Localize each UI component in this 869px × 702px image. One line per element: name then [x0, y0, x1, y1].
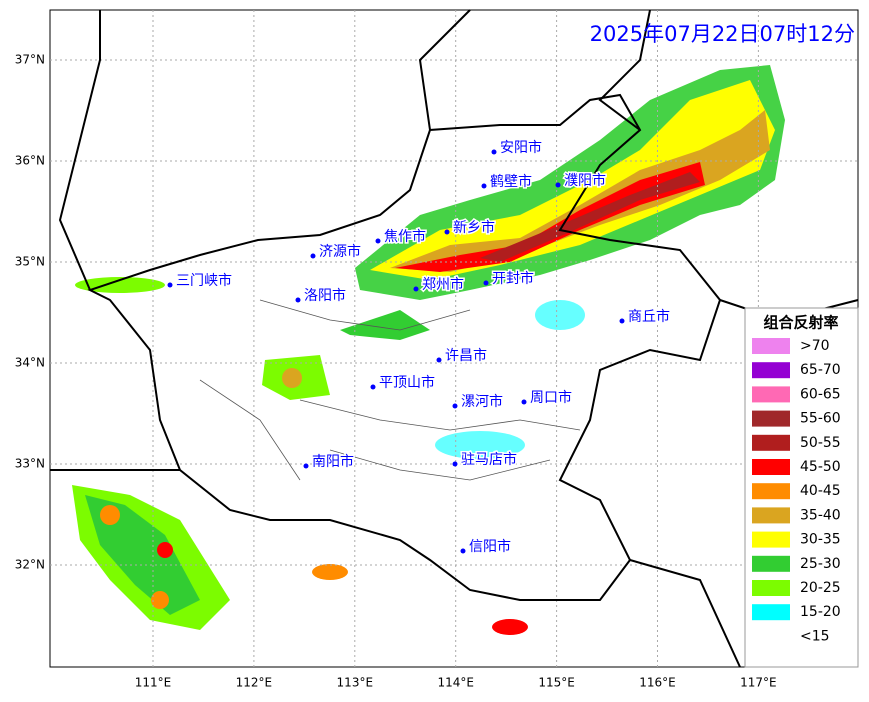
legend-label: 30-35	[800, 532, 841, 548]
lat-tick-label: 34°N	[15, 356, 45, 370]
legend-swatch	[752, 604, 790, 621]
city-name: 安阳市	[500, 139, 542, 156]
lon-tick-label: 114°E	[437, 676, 474, 690]
city-dot	[460, 548, 466, 554]
city-name: 商丘市	[628, 308, 670, 325]
city-name: 信阳市	[469, 538, 511, 555]
city-dot	[444, 229, 450, 235]
legend-label: 25-30	[800, 556, 841, 572]
legend-label: 50-55	[800, 435, 841, 451]
city-dot	[310, 253, 316, 259]
city-dot	[413, 286, 419, 292]
city-name: 新乡市	[453, 219, 495, 236]
lon-tick-label: 112°E	[236, 676, 273, 690]
legend-label: <15	[800, 628, 830, 644]
city-dot	[167, 282, 173, 288]
lat-tick-label: 33°N	[15, 457, 45, 471]
legend-title: 组合反射率	[763, 314, 838, 332]
city-name: 平顶山市	[379, 374, 435, 391]
city-name: 周口市	[530, 389, 572, 406]
city-name: 漯河市	[461, 393, 503, 410]
lon-tick-label: 117°E	[740, 676, 777, 690]
city-name: 济源市	[319, 243, 361, 260]
city-dot	[295, 297, 301, 303]
city-dot	[303, 463, 309, 469]
legend-swatch	[752, 507, 790, 524]
city-dot	[452, 461, 458, 467]
radar-echoes	[72, 65, 785, 635]
city-name: 许昌市	[445, 347, 487, 364]
city-dot	[491, 149, 497, 155]
legend-label: >70	[800, 338, 830, 354]
legend-label: 65-70	[800, 362, 841, 378]
legend-swatch	[752, 555, 790, 572]
legend-label: 35-40	[800, 507, 841, 523]
city-dot	[555, 182, 561, 188]
map-title: 2025年07月22日07时12分	[590, 22, 855, 46]
city-name: 鹤壁市	[490, 173, 532, 190]
lon-tick-label: 116°E	[639, 676, 676, 690]
legend-swatch	[752, 434, 790, 451]
city-name: 驻马店市	[461, 451, 517, 468]
legend-swatch	[752, 459, 790, 475]
city-name: 郑州市	[422, 276, 464, 293]
city-dot	[436, 357, 442, 363]
city-name: 南阳市	[312, 453, 354, 470]
legend-label: 15-20	[800, 604, 841, 620]
legend-swatch	[752, 628, 790, 645]
city-dot	[370, 384, 376, 390]
city-dot	[619, 318, 625, 324]
legend-label: 40-45	[800, 483, 841, 499]
legend: 组合反射率 >70 65-70 60-65 55-60 50-55 45-50 40-45 3…	[744, 307, 859, 668]
graticule: 111°E 112°E 113°E 114°E 115°E 116°E 117°E 37°N 3…	[15, 10, 858, 690]
city-name: 焦作市	[384, 228, 426, 245]
legend-label: 60-65	[800, 386, 841, 402]
city-dot	[481, 183, 487, 189]
city-dot	[452, 403, 458, 409]
city-name: 开封市	[492, 270, 534, 287]
city-dot	[483, 280, 489, 286]
city-name: 濮阳市	[564, 172, 606, 189]
legend-swatch	[752, 338, 790, 354]
lat-tick-label: 32°N	[15, 558, 45, 572]
legend-label: 45-50	[800, 459, 841, 475]
city-name: 三门峡市	[176, 272, 232, 289]
legend-label: 55-60	[800, 411, 841, 427]
legend-swatch	[752, 362, 790, 379]
legend-swatch	[752, 410, 790, 427]
city-dot	[521, 399, 527, 405]
city-name: 洛阳市	[304, 287, 346, 304]
legend-swatch	[752, 386, 790, 403]
lat-tick-label: 36°N	[15, 154, 45, 168]
lon-tick-label: 111°E	[135, 676, 172, 690]
lat-tick-label: 35°N	[15, 255, 45, 269]
lat-tick-label: 37°N	[15, 53, 45, 67]
lon-tick-label: 115°E	[538, 676, 575, 690]
lon-tick-label: 113°E	[337, 676, 374, 690]
legend-swatch	[752, 483, 790, 500]
city-dot	[375, 238, 381, 244]
legend-swatch	[752, 580, 790, 596]
legend-swatch	[752, 531, 790, 548]
legend-label: 20-25	[800, 580, 841, 596]
